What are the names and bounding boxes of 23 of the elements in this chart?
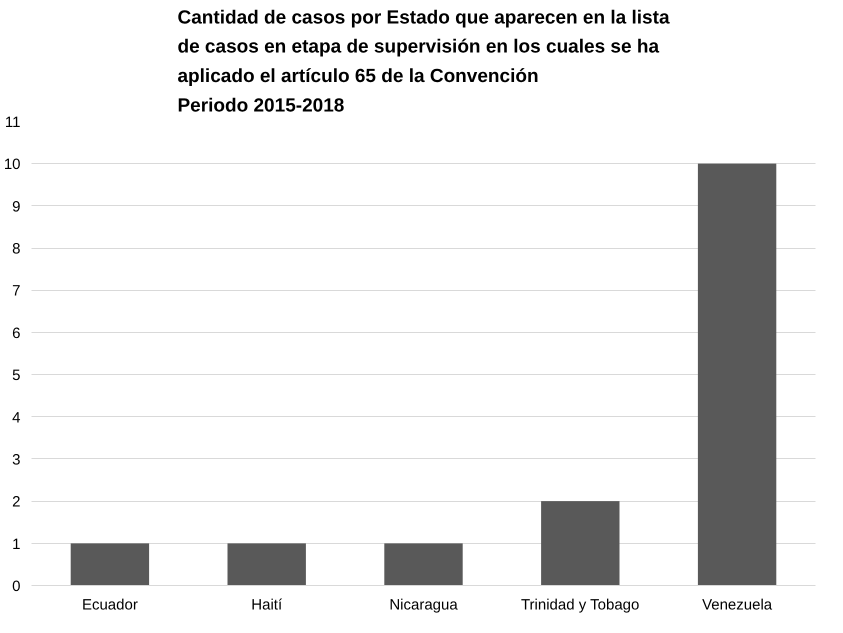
x-tick-label: Trinidad y Tobago xyxy=(520,596,640,614)
x-tick-label: Haití xyxy=(251,596,283,614)
y-tick-label: 4 xyxy=(12,409,20,426)
bar xyxy=(384,543,463,586)
y-tick-label: 1 xyxy=(12,536,20,553)
y-tick-label: 8 xyxy=(12,240,20,258)
bar xyxy=(541,501,620,586)
y-tick-label: 11 xyxy=(4,114,21,131)
y-tick-label: 7 xyxy=(12,282,20,300)
bar xyxy=(228,543,306,586)
x-tick-label: Venezuela xyxy=(702,596,773,614)
y-tick-label: 6 xyxy=(12,324,20,342)
bar xyxy=(698,164,776,586)
y-tick-label: 5 xyxy=(12,367,20,384)
x-tick-label: Ecuador xyxy=(82,596,138,614)
x-tick-label: Nicaragua xyxy=(389,596,458,614)
y-tick-label: 10 xyxy=(4,156,21,174)
bar xyxy=(70,543,150,586)
y-tick-label: 3 xyxy=(12,451,20,468)
y-tick-label: 0 xyxy=(12,578,20,595)
y-tick-label: 2 xyxy=(12,494,20,511)
y-tick-label: 9 xyxy=(12,198,20,216)
chart-title: Cantidad de casos por Estado que aparecen en la lista de casos en etapa de supervisión en los cuales se ha aplicado el artículo 65 de la Convención Periodo 2015-2018 xyxy=(177,7,670,116)
